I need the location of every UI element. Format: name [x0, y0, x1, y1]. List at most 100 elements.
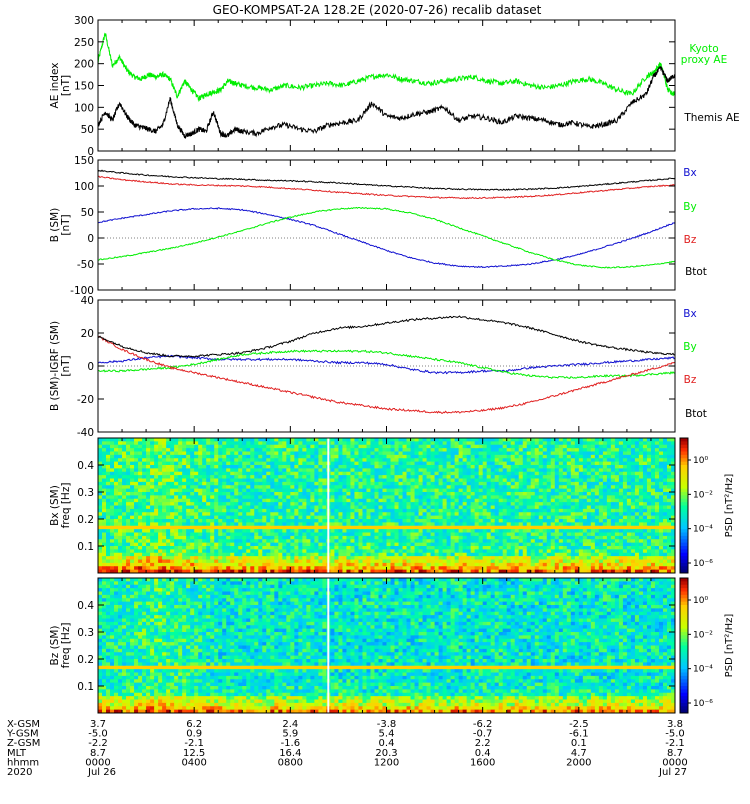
spectrogram-cell	[246, 509, 250, 513]
spectrogram-cell	[298, 452, 302, 456]
spectrogram-cell	[539, 441, 543, 445]
spectrogram-cell	[190, 526, 194, 530]
spectrogram-cell	[186, 485, 190, 489]
spectrogram-cell	[399, 522, 403, 526]
spectrogram-cell	[539, 485, 543, 489]
spectrogram-cell	[234, 519, 238, 523]
spectrogram-cell	[551, 539, 555, 543]
spectrogram-cell	[491, 458, 495, 462]
spectrogram-cell	[503, 465, 507, 469]
spectrogram-cell	[238, 482, 242, 486]
spectrogram-cell	[130, 549, 134, 553]
spectrogram-cell	[403, 455, 407, 459]
spectrogram-cell	[495, 526, 499, 530]
spectrogram-cell	[342, 533, 346, 537]
spectrogram-cell	[407, 492, 411, 496]
spectrogram-cell	[350, 452, 354, 456]
spectrogram-cell	[262, 448, 266, 452]
y-tick-label: 50	[81, 207, 94, 219]
spectrogram-cell	[559, 492, 563, 496]
spectrogram-cell	[218, 506, 222, 510]
spectrogram-cell	[427, 512, 431, 516]
spectrogram-cell	[142, 549, 146, 553]
spectrogram-cell	[178, 529, 182, 533]
spectrogram-cell	[154, 458, 158, 462]
spectrogram-cell	[423, 479, 427, 483]
spectrogram-cell	[254, 462, 258, 466]
spectrogram-cell	[282, 509, 286, 513]
spectrogram-cell	[362, 475, 366, 479]
spectrogram-cell	[571, 546, 575, 550]
spectrogram-cell	[583, 479, 587, 483]
spectrogram-cell	[122, 465, 126, 469]
spectrogram-cell	[130, 516, 134, 520]
spectrogram-cell	[555, 533, 559, 537]
spectrogram-cell	[491, 495, 495, 499]
spectrogram-cell	[202, 482, 206, 486]
spectrogram-cell	[483, 482, 487, 486]
spectrogram-cell	[102, 533, 106, 537]
spectrogram-cell	[130, 512, 134, 516]
spectrogram-cell	[230, 468, 234, 472]
spectrogram-cell	[535, 455, 539, 459]
spectrogram-cell	[370, 499, 374, 503]
spectrogram-cell	[286, 448, 290, 452]
spectrogram-cell	[443, 516, 447, 520]
spectrogram-cell	[242, 526, 246, 530]
spectrogram-cell	[631, 495, 635, 499]
spectrogram-cell	[391, 455, 395, 459]
spectrogram-cell	[567, 462, 571, 466]
spectrogram-cell	[411, 543, 415, 547]
spectrogram-cell	[403, 448, 407, 452]
spectrogram-cell	[98, 512, 102, 516]
spectrogram-cell	[374, 482, 378, 486]
spectrogram-cell	[298, 539, 302, 543]
spectrogram-cell	[639, 479, 643, 483]
spectrogram-cell	[150, 441, 154, 445]
spectrogram-cell	[162, 458, 166, 462]
spectrogram-cell	[162, 445, 166, 449]
spectrogram-cell	[114, 482, 118, 486]
spectrogram-cell	[447, 448, 451, 452]
spectrogram-cell	[206, 543, 210, 547]
spectrogram-cell	[547, 522, 551, 526]
spectrogram-cell	[511, 472, 515, 476]
spectrogram-cell	[535, 462, 539, 466]
spectrogram-cell	[539, 475, 543, 479]
spectrogram-cell	[459, 502, 463, 506]
spectrogram-cell	[230, 539, 234, 543]
spectrogram-cell	[571, 455, 575, 459]
spectrogram-cell	[455, 506, 459, 510]
spectrogram-cell	[258, 492, 262, 496]
spectrogram-cell	[519, 536, 523, 540]
spectrogram-cell	[407, 485, 411, 489]
spectrogram-cell	[395, 441, 399, 445]
spectrogram-cell	[547, 482, 551, 486]
spectrogram-cell	[427, 462, 431, 466]
spectrogram-cell	[354, 519, 358, 523]
spectrogram-cell	[487, 485, 491, 489]
spectrogram-cell	[591, 506, 595, 510]
spectrogram-cell	[535, 445, 539, 449]
spectrogram-cell	[218, 482, 222, 486]
spectrogram-cell	[150, 472, 154, 476]
spectrogram-cell	[310, 543, 314, 547]
spectrogram-cell	[198, 448, 202, 452]
spectrogram-cell	[407, 522, 411, 526]
spectrogram-cell	[555, 539, 559, 543]
spectrogram-cell	[459, 529, 463, 533]
spectrogram-cell	[595, 482, 599, 486]
spectrogram-cell	[310, 495, 314, 499]
spectrogram-cell	[266, 458, 270, 462]
spectrogram-cell	[559, 475, 563, 479]
spectrogram-cell	[411, 546, 415, 550]
spectrogram-cell	[250, 489, 254, 493]
spectrogram-cell	[254, 458, 258, 462]
spectrogram-cell	[290, 489, 294, 493]
spectrogram-cell	[591, 522, 595, 526]
spectrogram-cell	[431, 536, 435, 540]
spectrogram-cell	[631, 512, 635, 516]
spectrogram-cell	[443, 465, 447, 469]
spectrogram-cell	[294, 546, 298, 550]
